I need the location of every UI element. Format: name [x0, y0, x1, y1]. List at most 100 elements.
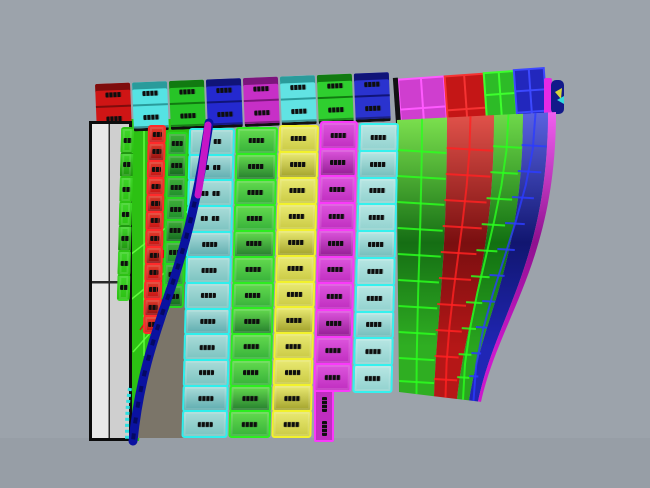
surface-panel — [275, 254, 316, 283]
header-cell — [169, 101, 206, 128]
panel-id-label-vertical — [321, 420, 327, 436]
surface-panel — [229, 358, 273, 387]
surface-panel — [357, 176, 398, 206]
panel-id-label — [252, 85, 269, 92]
red-grid — [443, 72, 490, 146]
magenta-edge-band — [478, 112, 556, 402]
green-column — [228, 127, 279, 438]
shell-grid-line — [512, 195, 534, 200]
panel-id-label — [119, 285, 128, 291]
surface-panel — [163, 240, 186, 265]
panel-id-label — [324, 375, 341, 381]
shell-grid-line — [434, 355, 459, 359]
panel-id-label — [242, 370, 260, 376]
panel-id-label — [283, 421, 300, 427]
panel-id-label — [201, 242, 217, 248]
panel-id-label — [247, 189, 264, 195]
panel-id-label — [289, 84, 306, 90]
shell-grid-line — [398, 380, 435, 385]
header-block-green-block — [168, 79, 206, 131]
panel-id-label — [284, 395, 301, 401]
header-cell — [206, 78, 242, 101]
shell-grid-line — [471, 351, 482, 355]
panel-id-label — [178, 88, 195, 95]
shell-grid-line — [442, 225, 482, 230]
header-cell — [354, 72, 390, 95]
header-cell — [132, 81, 168, 104]
shell-grid-line — [446, 147, 494, 152]
header-cell — [95, 83, 131, 106]
curl-yellow-speck — [555, 88, 562, 99]
header-cell — [169, 80, 205, 103]
surface-panel — [314, 309, 354, 339]
surface-panel — [313, 363, 353, 393]
surface-panel — [316, 228, 356, 258]
surface-panel — [164, 219, 186, 243]
panel-id-label — [243, 344, 260, 350]
surface-panel — [146, 159, 166, 179]
surface-panel — [230, 307, 274, 335]
header-cell — [317, 74, 353, 97]
panel-id-label — [197, 396, 213, 402]
panel-id-label — [364, 105, 381, 111]
yellow-column — [271, 125, 320, 439]
surface-panel — [119, 176, 133, 203]
panel-id-label — [290, 108, 307, 114]
panel-id-label — [285, 343, 302, 349]
panel-id-label — [326, 321, 343, 327]
panel-id-label — [327, 240, 345, 246]
surface-panel — [272, 358, 314, 387]
surface-panel — [234, 152, 278, 181]
panel-id-label — [288, 214, 305, 220]
surface-panel — [143, 280, 163, 300]
shell-grid-line — [471, 275, 490, 279]
shell-grid-line — [397, 175, 446, 180]
surface-panel — [277, 150, 319, 179]
panel-id-label — [200, 267, 217, 273]
shell-grid-line-vertical — [444, 116, 472, 398]
surface-panel — [230, 333, 273, 361]
surface-panel — [353, 310, 395, 340]
shell-grid-line — [482, 299, 496, 303]
panel-id-label — [286, 291, 303, 297]
shell-grid-line — [490, 171, 518, 175]
surface-panel — [186, 205, 234, 233]
surface-panel — [319, 121, 359, 150]
panel-id-label — [150, 183, 161, 189]
panel-id-label — [169, 250, 181, 256]
surface-panel — [145, 211, 164, 231]
panel-id-label — [367, 242, 385, 248]
panel-id-label — [200, 216, 208, 222]
blue-shell-band — [469, 112, 548, 402]
panel-id-label — [253, 109, 270, 116]
panel-id-label — [329, 159, 347, 165]
surface-panel — [165, 175, 187, 200]
surface-panel — [165, 153, 188, 178]
panel-id-label — [150, 218, 160, 224]
panel-id-label — [287, 266, 304, 272]
surface-panel — [316, 255, 355, 285]
surface-panel — [354, 283, 396, 313]
panel-id-label — [242, 395, 259, 401]
surface-panel — [162, 284, 185, 308]
shell-grid-line-vertical — [415, 118, 423, 395]
panel-id-label — [213, 139, 222, 145]
panel-id-label — [121, 186, 131, 192]
surface-panel — [232, 255, 275, 284]
panel-id-label — [200, 190, 209, 196]
panel-id-label — [200, 293, 216, 299]
panel-id-label — [363, 81, 380, 87]
surface-panel — [185, 230, 233, 259]
green-shell-band-2 — [457, 113, 523, 401]
panel-id-label — [212, 190, 220, 196]
header-cell — [243, 98, 280, 125]
surface-panel — [273, 332, 314, 361]
panel-id-label — [170, 184, 182, 190]
header-block-magenta-block — [242, 76, 280, 128]
shell-grid-line — [475, 325, 488, 329]
panel-id-label — [369, 188, 386, 194]
shell-grid-line — [397, 227, 443, 232]
header-block-green-block-2 — [316, 73, 354, 125]
shell-grid-line — [461, 327, 477, 330]
